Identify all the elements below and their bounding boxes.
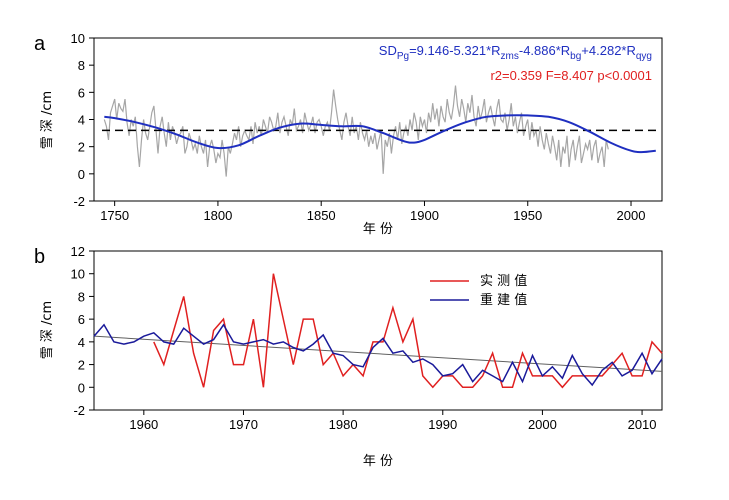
panel-b-xtick-label: 2010 bbox=[628, 417, 657, 432]
panel-a-ytick-label: 8 bbox=[78, 58, 85, 73]
panel-a-ytick-label: 2 bbox=[78, 140, 85, 155]
panel-a-ytick-label: 6 bbox=[78, 85, 85, 100]
panel-b-observed-series bbox=[153, 273, 663, 389]
panel-b-ytick-label: 4 bbox=[78, 335, 85, 350]
panel-b-xlabel: 年 份 bbox=[363, 454, 393, 469]
panel-a-ytick-label: 10 bbox=[71, 31, 85, 46]
panel-a-frame bbox=[93, 37, 663, 202]
panel-a-ylabel: 雪 深 /cm bbox=[40, 91, 55, 149]
panel-b-xtick-label: 1990 bbox=[428, 417, 457, 432]
panel-b-label: b bbox=[34, 246, 45, 268]
panel-b-xtick-label: 1960 bbox=[129, 417, 158, 432]
panel-a-xlabel: 年 份 bbox=[363, 222, 393, 237]
panel-a-xtick-label: 1850 bbox=[307, 208, 336, 223]
panel-a-smoothed-series bbox=[104, 114, 656, 154]
panel-b-ytick-label: 2 bbox=[78, 358, 85, 373]
panel-b-ytick-label: 0 bbox=[78, 380, 85, 395]
panel-b-reconstructed-series bbox=[93, 323, 663, 387]
panel-a-ytick-label: 0 bbox=[78, 167, 85, 182]
panel-a: a 1750 1800 1850 1900 1950 2000 -2 0 2 4 6 8 10 SDPg… bbox=[34, 31, 663, 237]
panel-a-xtick-label: 2000 bbox=[617, 208, 646, 223]
panel-b-ytick-label: -2 bbox=[73, 403, 85, 418]
legend-label-reconstructed: 重 建 值 bbox=[480, 292, 527, 308]
panel-a-xtick-label: 1800 bbox=[203, 208, 232, 223]
panel-b-xtick-label: 1980 bbox=[329, 417, 358, 432]
panel-b-ylabel: 雪 深 /cm bbox=[40, 301, 55, 359]
panel-a-xtick-label: 1900 bbox=[410, 208, 439, 223]
panel-a-ytick-label: 4 bbox=[78, 113, 85, 128]
panel-b-xtick-label: 2000 bbox=[528, 417, 557, 432]
panel-b-frame bbox=[93, 250, 663, 411]
panel-b-ytick-label: 12 bbox=[71, 244, 85, 259]
legend-label-observed: 实 测 值 bbox=[480, 273, 527, 289]
panel-a-xtick-label: 1750 bbox=[100, 208, 129, 223]
panel-b-ytick-label: 6 bbox=[78, 312, 85, 327]
panel-b-ytick-label: 8 bbox=[78, 289, 85, 304]
panel-a-ytick-label: -2 bbox=[73, 194, 85, 209]
panel-a-stats: r2=0.359 F=8.407 p<0.0001 bbox=[490, 68, 652, 83]
panel-b-xtick-label: 1970 bbox=[229, 417, 258, 432]
panel-b-ytick-label: 10 bbox=[71, 267, 85, 282]
panel-a-equation: SDPg=9.146-5.321*Rzms-4.886*Rbg+4.282*Rq… bbox=[379, 43, 652, 62]
panel-b: b 1960 1970 1980 1990 2000 2010 -2 0 2 4 6 8 10 12 实 … bbox=[34, 244, 663, 469]
panel-b-legend: 实 测 值 重 建 值 bbox=[430, 273, 527, 308]
panel-a-label: a bbox=[34, 33, 46, 55]
panel-a-xtick-label: 1950 bbox=[513, 208, 542, 223]
